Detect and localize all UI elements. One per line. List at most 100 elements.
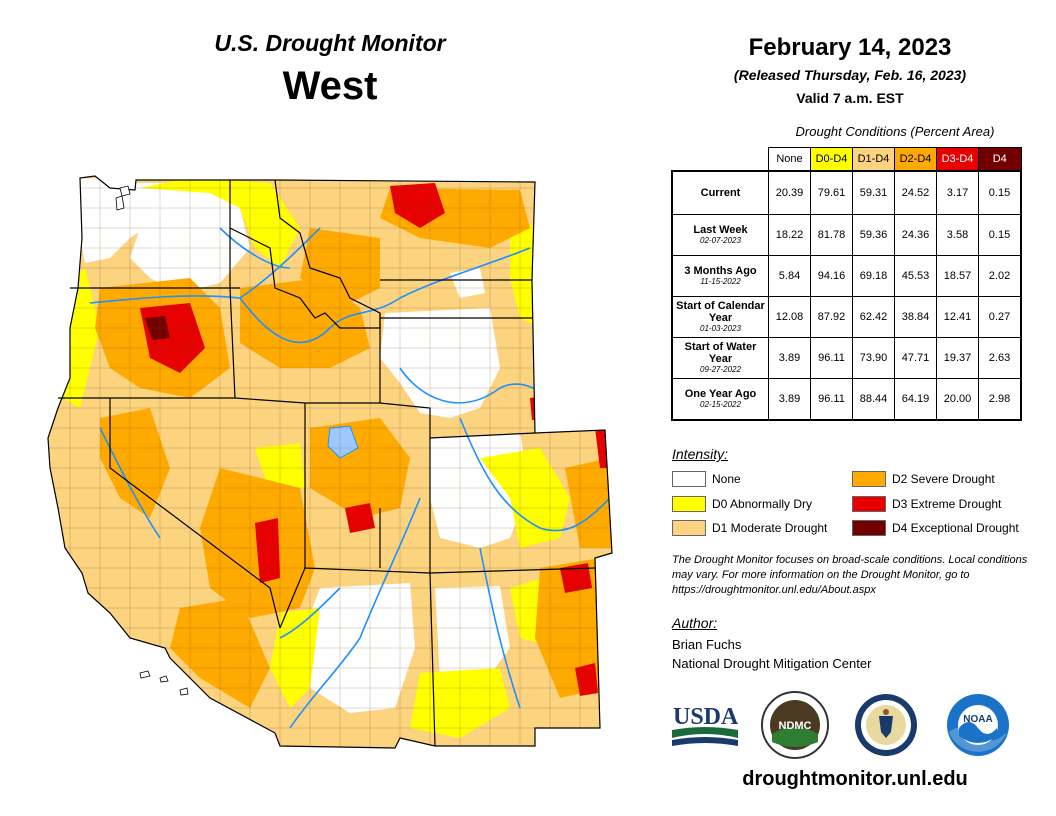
legend-label: None: [712, 472, 741, 486]
table-cell: 5.84: [768, 255, 811, 297]
table-cell: 2.98: [978, 378, 1022, 421]
legend-label: D1 Moderate Drought: [712, 521, 828, 535]
legend-item-d0: D0 Abnormally Dry: [672, 495, 812, 513]
table-cell: 3.89: [768, 378, 811, 421]
col-header-d0-d4: D0-D4: [810, 147, 853, 172]
legend-swatch: [852, 496, 886, 512]
noaa-logo-text: NOAA: [963, 714, 992, 725]
legend-item-d3: D3 Extreme Drought: [852, 495, 1001, 513]
d3-area-tx: [575, 663, 598, 696]
legend-swatch: [672, 471, 706, 487]
none-area-nm: [435, 586, 510, 688]
legend-title: Intensity:: [672, 446, 729, 462]
table-cell: 59.36: [852, 214, 895, 256]
table-cell: 96.11: [810, 337, 853, 379]
legend-label: D3 Extreme Drought: [892, 497, 1002, 511]
table-cell: 62.42: [852, 296, 895, 338]
table-cell: 69.18: [852, 255, 895, 297]
release-date: (Released Thursday, Feb. 16, 2023): [733, 67, 967, 83]
row-label: Last Week 02-07-2023: [671, 214, 769, 256]
website-url[interactable]: droughtmonitor.unl.edu: [742, 768, 968, 790]
table-cell: 3.89: [768, 337, 811, 379]
table-cell: 20.39: [768, 170, 811, 215]
legend-swatch: [852, 520, 886, 536]
d3-area-ut: [345, 503, 375, 533]
islands: [115, 185, 189, 696]
table-row: Start of Water Year 09-27-2022 3.89 96.11…: [671, 337, 1022, 379]
table-cell: 3.58: [936, 214, 979, 256]
table-cell: 2.02: [978, 255, 1022, 297]
product-title: U.S. Drought Monitor: [214, 30, 446, 56]
table-cell: 81.78: [810, 214, 853, 256]
table-cell: 73.90: [852, 337, 895, 379]
legend-swatch: [852, 471, 886, 487]
ndmc-logo-text: NDMC: [779, 720, 812, 732]
table-cell: 0.15: [978, 170, 1022, 215]
d0-area-north: [140, 178, 300, 268]
table-cell: 19.37: [936, 337, 979, 379]
legend-item-d2: D2 Severe Drought: [852, 470, 995, 488]
legend-swatch: [672, 520, 706, 536]
legend-label: D2 Severe Drought: [892, 472, 995, 486]
usda-logo-text: USDA: [673, 704, 738, 730]
table-cell: 88.44: [852, 378, 895, 421]
table-cell: 94.16: [810, 255, 853, 297]
none-area-mt: [450, 268, 485, 298]
disclaimer-note: The Drought Monitor focuses on broad-sca…: [672, 554, 1028, 596]
d0-area-az-west: [270, 608, 320, 708]
table-cell: 96.11: [810, 378, 853, 421]
ndmc-logo: NDMC: [760, 690, 830, 760]
table-cell: 38.84: [894, 296, 937, 338]
region-title: West: [282, 64, 378, 108]
d3-area-mt: [390, 183, 445, 228]
great-salt-lake: [327, 425, 359, 459]
table-cell: 47.71: [894, 337, 937, 379]
row-label: Start of Calendar Year 01-03-2023: [671, 296, 769, 338]
d3-area-ok: [560, 563, 592, 593]
row-label: One Year Ago 02-15-2022: [671, 378, 769, 421]
row-label: Start of Water Year 09-27-2022: [671, 337, 769, 379]
table-row: Current 20.39 79.61 59.31 24.52 3.17 0.1…: [671, 170, 1022, 215]
table-row: One Year Ago 02-15-2022 3.89 96.11 88.44 …: [671, 378, 1022, 421]
table-row: 3 Months Ago 11-15-2022 5.84 94.16 69.18 …: [671, 255, 1022, 297]
d3-area-nv: [255, 518, 280, 583]
map-date: February 14, 2023: [748, 34, 952, 61]
none-area-wy: [380, 308, 500, 418]
legend-label: D0 Abnormally Dry: [712, 497, 813, 511]
map-base: [48, 176, 612, 748]
legend-item-none: None: [672, 470, 741, 488]
table-row: Last Week 02-07-2023 18.22 81.78 59.36 24…: [671, 214, 1022, 256]
commerce-seal-logo: [853, 692, 919, 758]
row-label: 3 Months Ago 11-15-2022: [671, 255, 769, 297]
col-header-d2-d4: D2-D4: [894, 147, 937, 172]
legend-item-d1: D1 Moderate Drought: [672, 519, 827, 537]
table-cell: 2.63: [978, 337, 1022, 379]
author-name: Brian Fuchs: [672, 637, 742, 652]
state-boundaries: [47, 175, 613, 749]
drought-conditions-table: None D0-D4 D1-D4 D2-D4 D3-D4 D4 Current …: [671, 147, 1022, 421]
author-org: National Drought Mitigation Center: [672, 656, 872, 671]
legend-item-d4: D4 Exceptional Drought: [852, 519, 1019, 537]
d0-area-ne: [480, 448, 570, 548]
table-header-row: None D0-D4 D1-D4 D2-D4 D3-D4 D4: [672, 147, 1022, 172]
table-cell: 0.15: [978, 214, 1022, 256]
drought-map: [47, 175, 613, 749]
author-title: Author:: [672, 615, 718, 631]
legend-label: D4 Exceptional Drought: [892, 521, 1019, 535]
col-header-d3-d4: D3-D4: [936, 147, 979, 172]
table-cell: 45.53: [894, 255, 937, 297]
table-cell: 87.92: [810, 296, 853, 338]
table-cell: 18.22: [768, 214, 811, 256]
col-header-none: None: [768, 147, 811, 172]
table-row: Start of Calendar Year 01-03-2023 12.08 8…: [671, 296, 1022, 338]
usda-logo: USDA: [672, 700, 739, 748]
table-cell: 64.19: [894, 378, 937, 421]
table-cell: 20.00: [936, 378, 979, 421]
table-cell: 79.61: [810, 170, 853, 215]
table-cell: 18.57: [936, 255, 979, 297]
valid-time: Valid 7 a.m. EST: [796, 90, 904, 106]
col-header-d4: D4: [978, 147, 1022, 172]
table-cell: 0.27: [978, 296, 1022, 338]
table-cell: 24.52: [894, 170, 937, 215]
table-caption: Drought Conditions (Percent Area): [795, 124, 995, 139]
